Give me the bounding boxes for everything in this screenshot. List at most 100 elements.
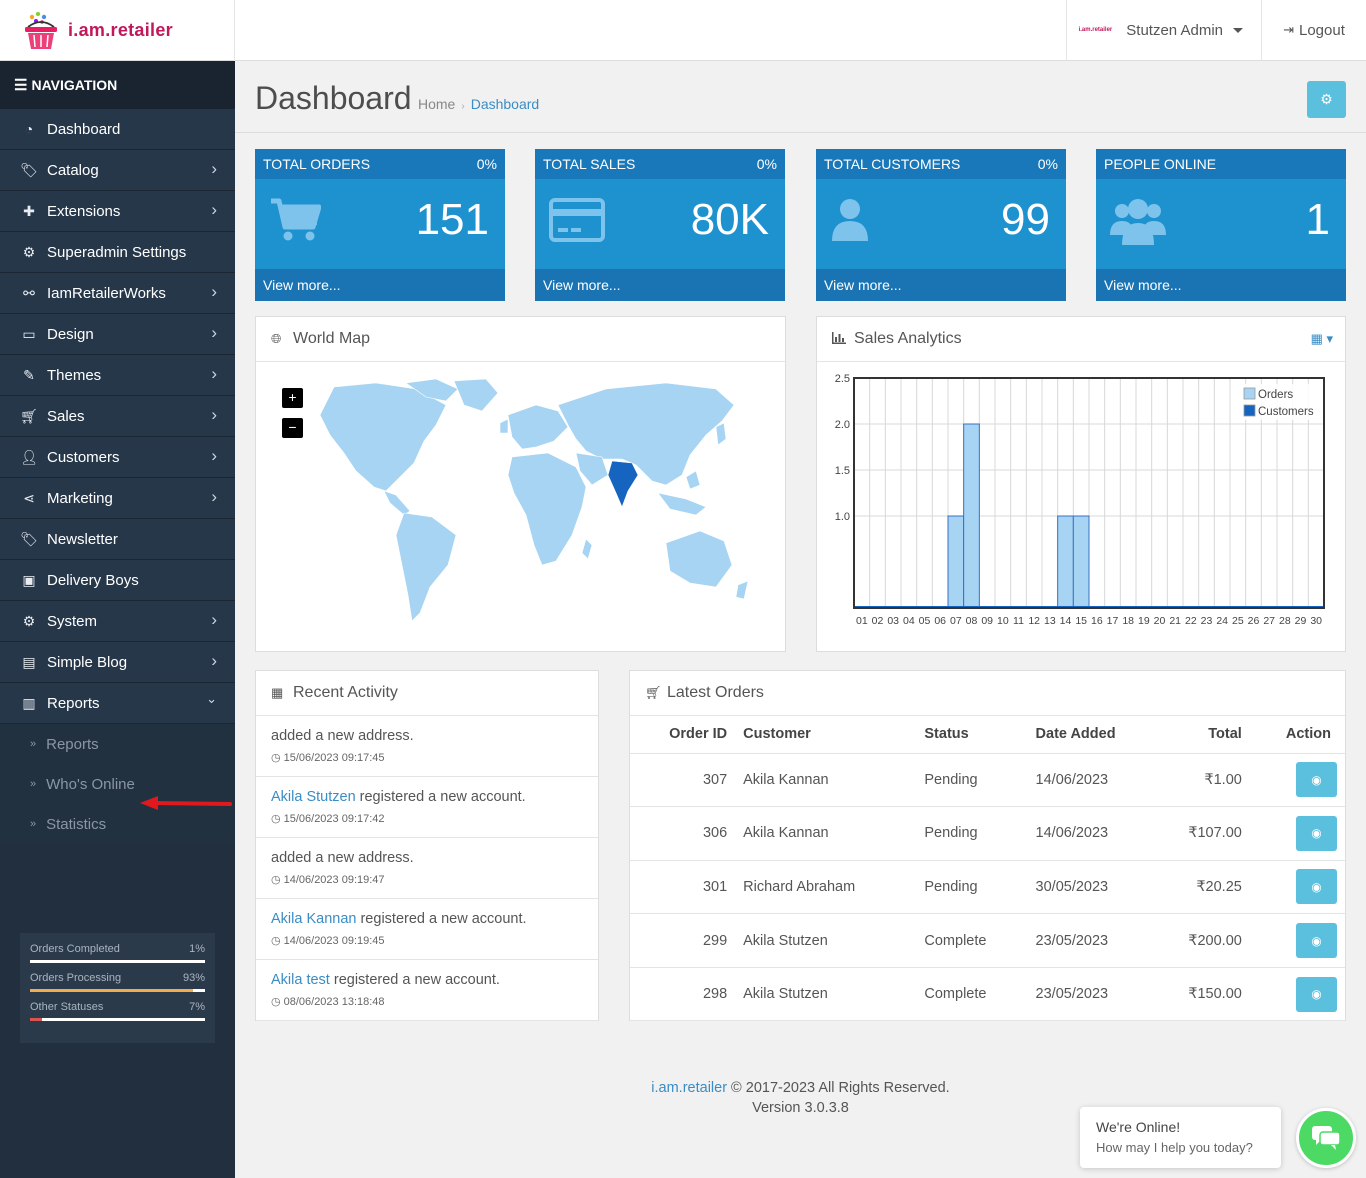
sales-analytics-title: Sales Analytics bbox=[854, 330, 962, 347]
activity-text: registered a new account. bbox=[356, 911, 527, 927]
monitor-icon: ▭ bbox=[22, 325, 36, 342]
tile-value: 80K bbox=[690, 195, 769, 244]
status-stat-percent: 93% bbox=[182, 972, 205, 984]
activity-item: Akila test registered a new account. ◷ 08/… bbox=[256, 960, 598, 1021]
sidebar-item-dashboard[interactable]: ◔ Dashboard bbox=[0, 109, 235, 150]
tile-view-more-link[interactable]: View more... bbox=[816, 269, 1066, 301]
tile-body: 1 bbox=[1096, 179, 1346, 269]
clock-icon: ◷ bbox=[271, 752, 281, 764]
chevron-right-icon: › bbox=[211, 159, 217, 178]
view-order-button[interactable]: ◉ bbox=[1296, 976, 1337, 1012]
sidebar-subitem-statistics[interactable]: » Statistics bbox=[0, 804, 235, 844]
activity-customer-link[interactable]: Akila test bbox=[271, 972, 330, 988]
order-total: ₹200.00 bbox=[1157, 913, 1250, 968]
sidebar-item-iamretailerworks[interactable]: ⚯ IamRetailerWorks › bbox=[0, 273, 235, 314]
tile-view-more-link[interactable]: View more... bbox=[1096, 269, 1346, 301]
activity-customer-link[interactable]: Akila Kannan bbox=[271, 911, 357, 927]
column-header: Customer bbox=[735, 716, 917, 754]
chat-greeting-bubble[interactable]: We're Online! How may I help you today? bbox=[1080, 1107, 1281, 1168]
settings-button[interactable]: ⚙ bbox=[1307, 81, 1346, 118]
orders-bar bbox=[963, 423, 980, 609]
view-order-button[interactable]: ◉ bbox=[1296, 923, 1337, 959]
activity-timestamp: ◷ 14/06/2023 09:19:47 bbox=[271, 873, 583, 886]
x-tick-label: 03 bbox=[887, 615, 899, 627]
activity-text: added a new address. bbox=[271, 728, 414, 744]
recent-activity-header: ▦ Recent Activity bbox=[256, 671, 598, 716]
zoom-in-button[interactable]: + bbox=[282, 388, 303, 408]
sidebar-item-extensions[interactable]: ✚ Extensions › bbox=[0, 191, 235, 232]
tile-body: 80K bbox=[535, 179, 785, 269]
sidebar-item-label: System bbox=[47, 612, 98, 630]
cart-icon: 🛒︎ bbox=[645, 685, 662, 700]
sidebar-item-newsletter[interactable]: 🏷︎ Newsletter bbox=[0, 519, 235, 560]
sidebar-item-marketing[interactable]: ⋖ Marketing › bbox=[0, 478, 235, 519]
user-menu[interactable]: i.am.retailer Stutzen Admin bbox=[1065, 0, 1261, 60]
sidebar-subitem-who-s-online[interactable]: » Who's Online bbox=[0, 764, 235, 804]
breadcrumb-dashboard[interactable]: Dashboard bbox=[470, 96, 540, 112]
user-icon bbox=[830, 197, 882, 243]
gear-icon: ⚙ bbox=[22, 612, 36, 629]
sidebar-item-simple-blog[interactable]: ▤ Simple Blog › bbox=[0, 642, 235, 683]
column-header: Order ID bbox=[630, 716, 736, 754]
x-tick-label: 21 bbox=[1169, 615, 1181, 627]
order-date: 14/06/2023 bbox=[1027, 753, 1158, 808]
order-customer: Akila Stutzen bbox=[735, 967, 917, 1022]
world-map-panel: 🌐︎ World Map + − bbox=[255, 316, 786, 652]
chat-launcher-button[interactable] bbox=[1296, 1108, 1356, 1168]
view-order-button[interactable]: ◉ bbox=[1296, 869, 1337, 905]
brand-logo[interactable]: i.am.retailer bbox=[0, 0, 235, 61]
sidebar-item-delivery-boys[interactable]: ▣ Delivery Boys bbox=[0, 560, 235, 601]
bar-chart-icon: ▥ bbox=[22, 694, 36, 711]
sidebar-item-superadmin-settings[interactable]: ⚙ Superadmin Settings bbox=[0, 232, 235, 273]
zoom-out-button[interactable]: − bbox=[282, 418, 303, 438]
activity-customer-link[interactable]: Akila Stutzen bbox=[271, 789, 356, 805]
world-map[interactable] bbox=[286, 375, 766, 635]
sidebar-subitem-reports[interactable]: » Reports bbox=[0, 724, 235, 764]
sidebar-item-catalog[interactable]: 🏷︎ Catalog › bbox=[0, 150, 235, 191]
x-tick-label: 07 bbox=[950, 615, 962, 627]
sidebar-item-customers[interactable]: 👤︎ Customers › bbox=[0, 437, 235, 478]
order-id: 301 bbox=[630, 860, 736, 915]
view-order-button[interactable]: ◉ bbox=[1296, 815, 1337, 851]
sidebar-item-system[interactable]: ⚙ System › bbox=[0, 601, 235, 642]
order-action-cell: ◉ bbox=[1249, 913, 1345, 968]
page-title: Dashboard bbox=[255, 80, 412, 116]
eye-icon: ◉ bbox=[1311, 933, 1322, 948]
view-order-button[interactable]: ◉ bbox=[1296, 762, 1337, 798]
cart-icon bbox=[269, 197, 322, 243]
order-date: 14/06/2023 bbox=[1027, 806, 1158, 861]
breadcrumb-home[interactable]: Home bbox=[418, 96, 456, 112]
tile-view-more-link[interactable]: View more... bbox=[535, 269, 785, 301]
activity-item: added a new address. ◷ 14/06/2023 09:19:47 bbox=[256, 838, 598, 899]
x-tick-label: 28 bbox=[1279, 615, 1291, 627]
calendar-dropdown-icon[interactable]: ▦ ▾ bbox=[1310, 331, 1333, 346]
logout-link[interactable]: ⇥ Logout bbox=[1261, 0, 1366, 60]
orders-bar bbox=[1057, 515, 1074, 609]
progress-fill bbox=[30, 1018, 43, 1021]
sidebar-item-design[interactable]: ▭ Design › bbox=[0, 314, 235, 355]
badge-icon: ▣ bbox=[22, 571, 36, 588]
brush-icon: ✎ bbox=[23, 366, 35, 383]
dashboard-icon: ◔ bbox=[24, 121, 34, 137]
tile-body: 99 bbox=[816, 179, 1066, 269]
sidebar-item-themes[interactable]: ✎ Themes › bbox=[0, 355, 235, 396]
status-stat-label: Orders Processing bbox=[30, 972, 122, 984]
caret-down-icon bbox=[1233, 27, 1243, 33]
x-tick-label: 22 bbox=[1185, 615, 1197, 627]
order-status: Pending bbox=[916, 806, 1028, 861]
tile-title: TOTAL ORDERS bbox=[263, 156, 371, 172]
tile-percent: 0% bbox=[756, 156, 777, 172]
sidebar-item-sales[interactable]: 🛒︎ Sales › bbox=[0, 396, 235, 437]
order-date: 23/05/2023 bbox=[1027, 967, 1158, 1022]
basket-logo-icon bbox=[22, 11, 60, 51]
tile-view-more-link[interactable]: View more... bbox=[255, 269, 505, 301]
x-tick-label: 23 bbox=[1201, 615, 1213, 627]
sidebar-item-reports[interactable]: ▥ Reports ⌄ bbox=[0, 683, 235, 724]
status-stat: Other Statuses 7% bbox=[30, 1001, 205, 1021]
footer-brand-link[interactable]: i.am.retailer bbox=[651, 1080, 728, 1096]
activity-time: 15/06/2023 09:17:45 bbox=[283, 752, 385, 764]
order-customer: Akila Stutzen bbox=[735, 913, 917, 968]
angle-double-right-icon: » bbox=[30, 738, 37, 750]
clock-icon: ◷ bbox=[271, 874, 281, 886]
chat-subtitle: How may I help you today? bbox=[1096, 1140, 1253, 1155]
